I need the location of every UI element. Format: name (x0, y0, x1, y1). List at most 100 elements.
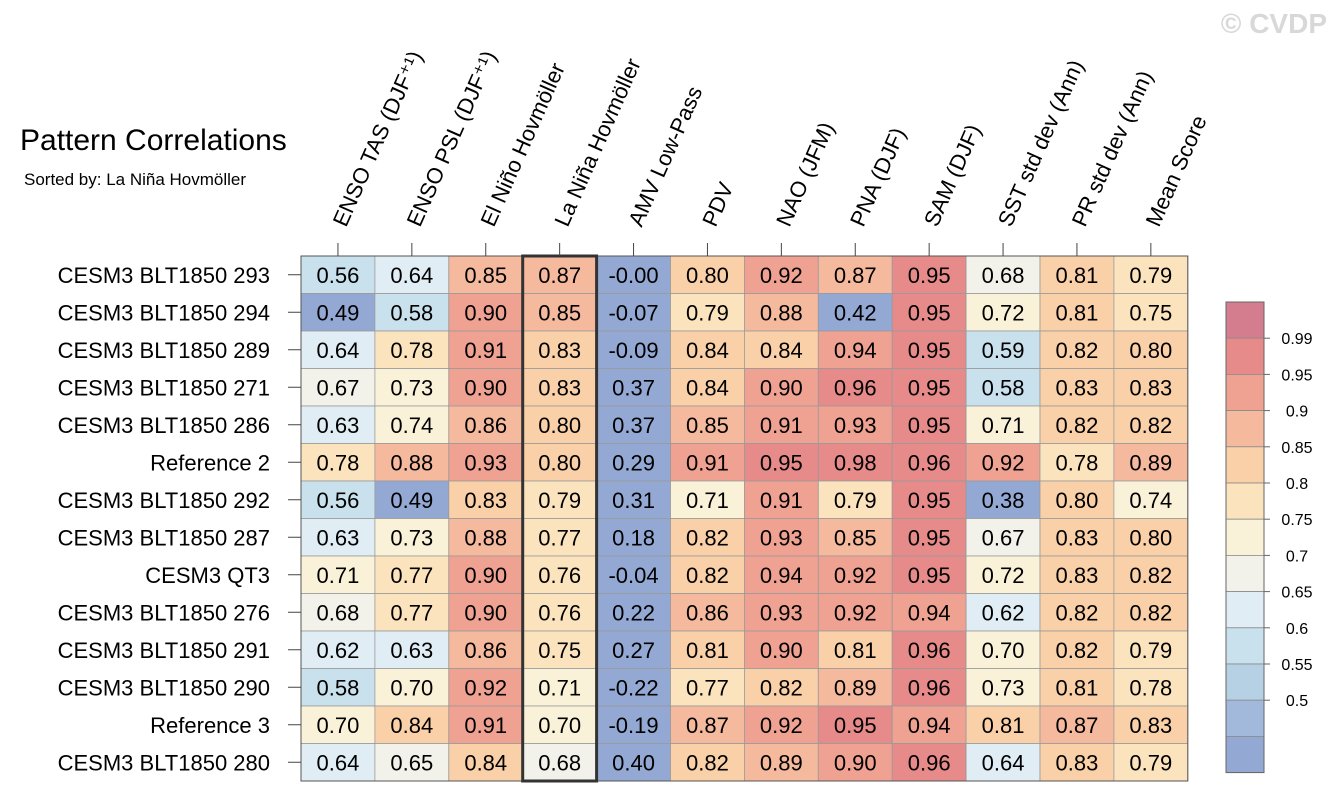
cell-value: 0.29 (612, 450, 655, 475)
heatmap-cell (817, 743, 893, 782)
heatmap-cell (1039, 518, 1115, 557)
cell-value: 0.92 (834, 563, 877, 588)
heatmap-cell (744, 368, 819, 407)
heatmap-cell (300, 555, 376, 594)
cell-value: 0.70 (317, 713, 360, 738)
heatmap-cell (1039, 368, 1115, 407)
cell-value: 0.56 (317, 263, 360, 288)
heatmap-cell (817, 630, 893, 669)
cell-value: 0.94 (760, 563, 803, 588)
row-label: CESM3 BLT1850 287 (58, 525, 270, 550)
colorbar-frame (1225, 301, 1265, 774)
cell-value: 0.83 (538, 338, 581, 363)
heatmap-cell (522, 405, 598, 444)
cell-value: 0.68 (538, 750, 581, 775)
heatmap-cell (891, 518, 967, 557)
heatmap-cell (448, 743, 524, 782)
cell-value: 0.64 (317, 338, 360, 363)
heatmap-cell (965, 518, 1041, 557)
cell-value: 0.92 (834, 600, 877, 625)
cell-value: 0.96 (908, 450, 951, 475)
heatmap-cell (300, 368, 376, 407)
cell-value: 0.71 (686, 488, 729, 513)
cell-value: 0.27 (612, 638, 655, 663)
cell-value: 0.58 (982, 375, 1025, 400)
cell-value: 0.75 (538, 638, 581, 663)
heatmap-cell (670, 705, 745, 744)
colorbar-label: 0.85 (1281, 440, 1312, 457)
cell-value: 0.83 (538, 375, 581, 400)
cell-value: 0.83 (464, 488, 507, 513)
cell-value: 0.68 (982, 263, 1025, 288)
cell-value: 0.98 (834, 450, 877, 475)
cell-value: 0.49 (317, 300, 360, 325)
heatmap-cell (1113, 255, 1189, 294)
cell-value: 0.91 (464, 338, 507, 363)
heatmap-cell (670, 330, 745, 369)
cell-value: 0.83 (1129, 375, 1172, 400)
cell-value: 0.72 (982, 300, 1025, 325)
cell-value: 0.37 (612, 413, 655, 438)
heatmap-cell (374, 443, 450, 482)
cell-value: -0.07 (608, 300, 658, 325)
heatmap-cell (670, 743, 745, 782)
cell-value: 0.75 (1129, 300, 1172, 325)
heatmap-cell (817, 405, 893, 444)
colorbar-swatch (1225, 736, 1265, 774)
cell-value: 0.82 (686, 525, 729, 550)
row-label: CESM3 BLT1850 294 (58, 300, 270, 325)
row-label: CESM3 BLT1850 291 (58, 638, 270, 663)
heatmap-cell (670, 668, 745, 707)
cell-value: 0.84 (760, 338, 803, 363)
colorbar-swatch (1225, 373, 1265, 411)
cell-value: 0.80 (538, 413, 581, 438)
heatmap-cell (1039, 443, 1115, 482)
colorbar-swatch (1225, 518, 1265, 556)
cell-value: 0.86 (464, 413, 507, 438)
cell-value: 0.80 (686, 263, 729, 288)
cell-value: 0.80 (538, 450, 581, 475)
cell-value: 0.80 (1129, 338, 1172, 363)
colorbar-swatch (1225, 663, 1265, 701)
colorbar-label: 0.95 (1281, 367, 1312, 384)
colorbar-label: 0.5 (1286, 693, 1308, 710)
cell-value: 0.96 (834, 375, 877, 400)
heatmap-cell (374, 668, 450, 707)
cell-value: 0.91 (686, 450, 729, 475)
cell-value: 0.76 (538, 563, 581, 588)
cell-value: 0.90 (834, 750, 877, 775)
heatmap-cell (1039, 705, 1115, 744)
heatmap-cell (596, 480, 671, 519)
cell-value: 0.82 (1056, 413, 1099, 438)
cell-value: 0.95 (908, 375, 951, 400)
heatmap-cell (1113, 743, 1189, 782)
heatmap-cell (1113, 330, 1189, 369)
cell-value: 0.87 (686, 713, 729, 738)
heatmap-cell (1039, 593, 1115, 632)
heatmap-cell (448, 705, 524, 744)
heatmap-cell (744, 630, 819, 669)
cell-value: 0.40 (612, 750, 655, 775)
cell-value: 0.78 (390, 338, 433, 363)
heatmap-cell (374, 593, 450, 632)
cell-value: 0.93 (834, 413, 877, 438)
cell-value: 0.70 (982, 638, 1025, 663)
cell-value: 0.85 (464, 263, 507, 288)
heatmap-cell (670, 555, 745, 594)
heatmap-cell (1113, 630, 1189, 669)
cell-value: 0.91 (464, 713, 507, 738)
cell-value: 0.88 (464, 525, 507, 550)
cell-value: 0.85 (834, 525, 877, 550)
cell-value: 0.58 (317, 675, 360, 700)
heatmap-cell (891, 705, 967, 744)
cell-value: -0.04 (608, 563, 658, 588)
colorbar-label: 0.99 (1281, 331, 1312, 348)
cell-value: -0.22 (608, 675, 658, 700)
column-label: PDV (697, 178, 738, 230)
heatmap-cell (965, 405, 1041, 444)
cell-value: 0.59 (982, 338, 1025, 363)
cell-value: 0.86 (464, 638, 507, 663)
cell-value: 0.93 (760, 525, 803, 550)
cell-value: 0.82 (686, 563, 729, 588)
heatmap-cell (670, 480, 745, 519)
